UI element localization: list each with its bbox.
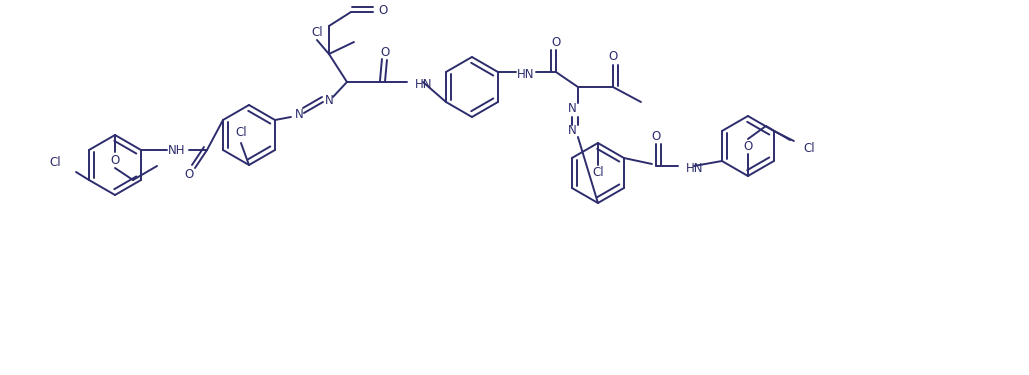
Text: O: O (608, 51, 617, 63)
Text: O: O (110, 153, 119, 166)
Text: NH: NH (168, 144, 185, 156)
Text: Cl: Cl (803, 142, 815, 156)
Text: Cl: Cl (592, 166, 604, 180)
Text: O: O (651, 129, 661, 142)
Text: Cl: Cl (236, 126, 247, 140)
Text: HN: HN (518, 68, 535, 81)
Text: N: N (324, 93, 333, 106)
Text: O: O (184, 168, 193, 180)
Text: O: O (381, 45, 390, 58)
Text: Cl: Cl (49, 156, 61, 168)
Text: O: O (743, 140, 752, 153)
Text: O: O (379, 3, 388, 16)
Text: N: N (294, 108, 304, 122)
Text: HN: HN (415, 78, 432, 90)
Text: N: N (568, 102, 576, 116)
Text: Cl: Cl (311, 26, 323, 39)
Text: N: N (568, 124, 576, 138)
Text: HN: HN (686, 162, 704, 174)
Text: O: O (552, 36, 561, 48)
